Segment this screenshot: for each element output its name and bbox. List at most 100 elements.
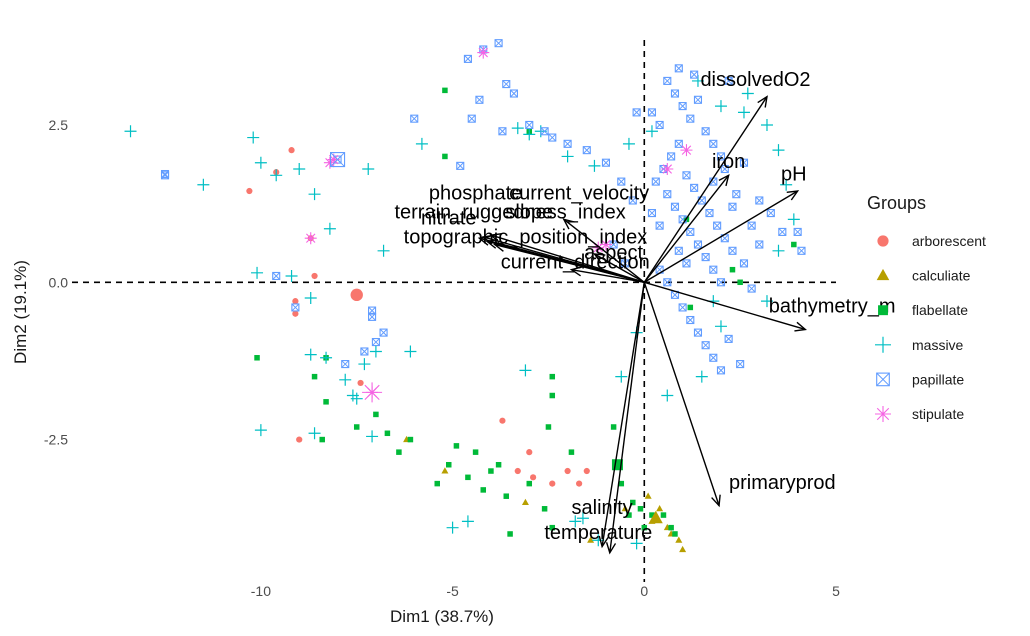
arrow-temperature	[605, 282, 645, 555]
point-massive	[404, 345, 417, 358]
arrow-dissolvedO2	[643, 95, 768, 283]
point-massive	[569, 515, 582, 528]
point-arborescent	[296, 436, 303, 443]
point-flabellate	[545, 424, 552, 430]
point-arborescent	[576, 480, 583, 487]
point-papillate	[693, 95, 703, 104]
point-calculiate	[675, 536, 683, 543]
point-calculiate	[644, 492, 652, 499]
point-stipulate	[592, 241, 605, 254]
point-papillate	[655, 120, 664, 130]
arrow-primaryprod	[643, 282, 721, 508]
point-massive	[320, 351, 333, 364]
point-papillate	[655, 221, 664, 230]
legend-item-arborescent: arborescent	[877, 233, 986, 249]
point-massive	[772, 244, 785, 257]
legend-label: arborescent	[912, 233, 986, 249]
legend-label: stipulate	[912, 406, 964, 422]
point-papillate	[693, 328, 703, 337]
point-papillate	[716, 366, 726, 375]
point-flabellate	[472, 449, 479, 455]
point-calculiate	[679, 545, 687, 553]
point-papillate	[379, 328, 388, 337]
point-massive	[576, 512, 589, 525]
point-massive	[780, 178, 793, 191]
point-papillate	[686, 315, 695, 325]
point-calculiate	[656, 505, 664, 512]
point-papillate	[647, 108, 657, 117]
point-papillate	[475, 95, 484, 104]
point-papillate	[693, 240, 703, 249]
point-massive	[760, 118, 773, 131]
point-papillate	[582, 146, 591, 155]
point-arborescent	[499, 417, 506, 424]
point-flabellate	[507, 531, 513, 537]
point-papillate	[628, 196, 637, 205]
point-papillate	[647, 209, 657, 218]
point-flabellate	[407, 436, 414, 443]
arrow-iron	[643, 173, 730, 283]
point-massive	[772, 144, 785, 157]
point-papillate	[701, 127, 710, 136]
point-flabellate	[323, 399, 329, 405]
point-massive	[346, 389, 359, 402]
point-massive	[124, 125, 137, 138]
point-flabellate	[549, 392, 556, 399]
variable-label: nitrate	[421, 208, 477, 230]
legend: Groups arborescent calculiate flabellate ma…	[867, 193, 986, 422]
point-flabellate	[549, 524, 556, 531]
point-calculiate	[621, 505, 629, 512]
point-flabellate	[791, 241, 797, 248]
variable-label: aspect	[584, 242, 643, 264]
point-massive	[561, 150, 574, 163]
point-stipulate	[327, 153, 340, 166]
point-massive	[369, 345, 382, 358]
point-massive	[358, 358, 371, 371]
point-massive	[519, 364, 532, 377]
point-massive	[760, 295, 773, 308]
variable-arrows	[477, 95, 807, 555]
point-papillate	[720, 164, 729, 174]
point-papillate	[670, 89, 680, 98]
variable-label: pH	[781, 164, 807, 186]
x-tick-label: -5	[446, 583, 459, 599]
point-massive	[254, 424, 267, 437]
point-papillate	[690, 70, 699, 79]
point-flabellate	[626, 512, 632, 518]
point-arborescent	[357, 379, 364, 387]
point-massive	[630, 537, 643, 550]
point-massive	[270, 169, 283, 182]
centroid-stipulate	[362, 382, 383, 403]
point-papillate	[663, 76, 672, 85]
point-calculiate	[441, 467, 449, 474]
reference-lines	[72, 40, 836, 582]
point-papillate	[563, 139, 572, 148]
arrow-bathymetry_m	[644, 281, 807, 332]
point-massive	[197, 178, 210, 191]
point-flabellate	[630, 499, 636, 506]
centroid-flabellate	[611, 459, 623, 471]
point-flabellate	[660, 512, 667, 518]
point-papillate	[755, 196, 764, 205]
point-arborescent	[530, 474, 537, 481]
arrow-pH	[643, 190, 800, 283]
x-axis-title: Dim1 (38.7%)	[390, 607, 494, 626]
point-arborescent	[564, 467, 571, 475]
variable-label: dissolvedO2	[700, 69, 810, 91]
point-papillate	[291, 303, 300, 312]
point-papillate	[766, 209, 775, 218]
point-flabellate	[319, 436, 325, 443]
legend-key-stipulate	[875, 406, 891, 422]
point-flabellate	[311, 373, 318, 380]
point-papillate	[713, 221, 722, 230]
legend-item-calculiate: calculiate	[876, 268, 971, 284]
point-papillate	[686, 227, 695, 236]
point-papillate	[728, 246, 737, 255]
point-papillate	[678, 303, 687, 312]
point-papillate	[360, 347, 369, 356]
point-papillate	[160, 169, 170, 179]
point-flabellate	[737, 279, 743, 286]
point-massive	[362, 163, 375, 176]
point-massive	[377, 244, 390, 257]
x-tick-label: -10	[251, 583, 271, 599]
